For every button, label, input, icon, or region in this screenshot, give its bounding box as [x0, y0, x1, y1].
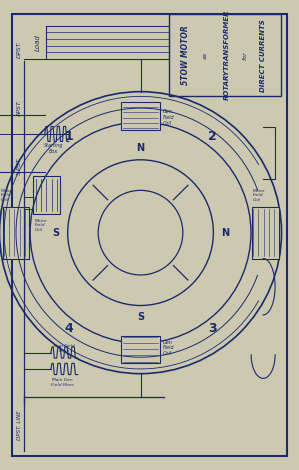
Text: Gen
Field
Coil: Gen Field Coil [163, 109, 175, 126]
Bar [252, 207, 279, 258]
Text: Motor
Field
Coil: Motor Field Coil [1, 189, 13, 202]
Text: S: S [52, 227, 60, 238]
Text: 2: 2 [208, 130, 217, 143]
Text: Gen Field
Rheo: Gen Field Rheo [54, 344, 75, 352]
Text: DIRECT CURRENTS: DIRECT CURRENTS [260, 19, 266, 92]
Text: 3: 3 [208, 322, 216, 336]
Text: APST.: APST. [17, 100, 22, 117]
Text: Starting
Box: Starting Box [43, 143, 63, 154]
Text: 1: 1 [64, 130, 73, 143]
Text: Load: Load [34, 34, 40, 51]
Text: N: N [221, 227, 229, 238]
Bar [169, 14, 281, 96]
Text: ROTARYTRANSFORMER: ROTARYTRANSFORMER [224, 10, 230, 101]
Text: Main Gen
Field Rheo: Main Gen Field Rheo [51, 378, 74, 387]
Text: DPST.: DPST. [17, 40, 22, 58]
Text: as: as [202, 52, 207, 59]
Bar [2, 207, 29, 258]
Text: S.PST.: S.PST. [17, 156, 22, 175]
Text: S: S [137, 312, 144, 322]
Bar [121, 102, 160, 130]
Text: 4: 4 [64, 322, 73, 336]
Text: DPST. LINE: DPST. LINE [17, 410, 22, 440]
Bar [121, 336, 160, 363]
Text: Motor
Field
Coil: Motor Field Coil [34, 219, 47, 232]
Text: Gen
Field
Coil: Gen Field Coil [163, 339, 175, 356]
Text: Motor
Field
Coil: Motor Field Coil [253, 189, 266, 202]
Text: 5TOW MOTOR: 5TOW MOTOR [181, 25, 190, 85]
Bar [33, 176, 60, 214]
Text: for: for [243, 51, 248, 60]
Text: N: N [136, 143, 145, 153]
